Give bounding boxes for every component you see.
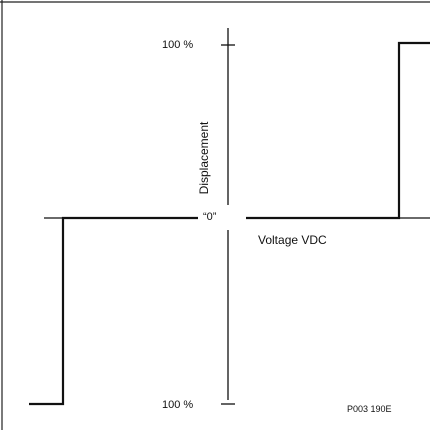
zero-marker-label: “0”: [203, 211, 217, 223]
y-axis-label: Displacement: [197, 121, 211, 195]
top-percent-label: 100 %: [162, 39, 194, 51]
x-axis-label: Voltage VDC: [258, 233, 327, 247]
figure-code-label: P003 190E: [347, 404, 392, 414]
bottom-percent-label: 100 %: [162, 399, 194, 411]
left-step-curve: [29, 216, 198, 406]
right-step-curve: [246, 41, 430, 220]
